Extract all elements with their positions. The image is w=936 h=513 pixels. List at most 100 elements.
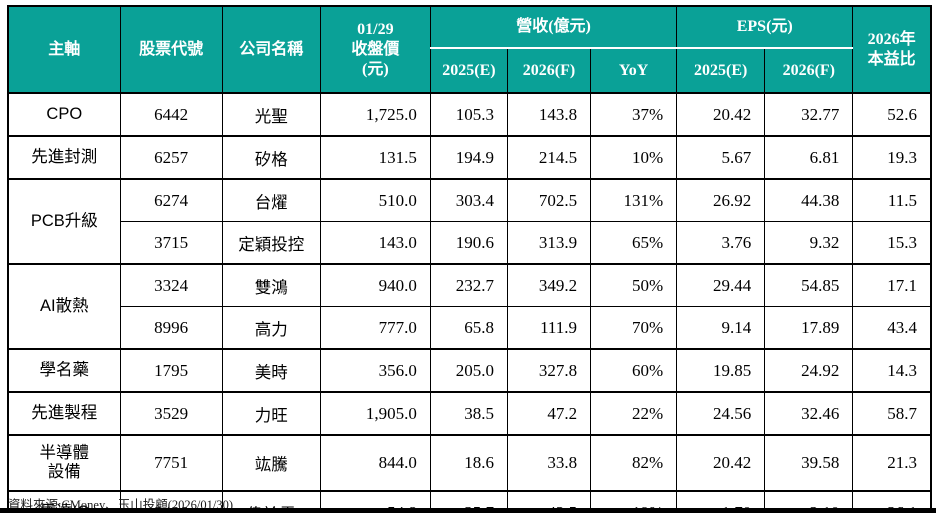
rev2025-cell: 105.3 xyxy=(429,92,508,137)
company-cell: 力旺 xyxy=(221,391,321,436)
table-row: 3715 定穎投控 143.0 190.6 313.9 65% 3.76 9.3… xyxy=(8,221,932,265)
footer-bar xyxy=(0,508,936,513)
price-cell: 356.0 xyxy=(319,348,431,393)
header-eps-group: EPS(元) xyxy=(676,5,854,49)
eps2026-cell: 32.77 xyxy=(764,92,854,137)
code-cell: 1795 xyxy=(119,348,223,393)
eps2025-cell: 20.42 xyxy=(676,434,766,492)
eps2025-cell: 26.92 xyxy=(676,178,766,222)
code-cell: 7751 xyxy=(119,434,223,492)
code-cell: 3324 xyxy=(119,263,223,307)
header-yoy: YoY xyxy=(590,48,678,94)
yoy-cell: 37% xyxy=(590,92,678,137)
pe-cell: 15.3 xyxy=(852,221,932,265)
company-cell: 矽格 xyxy=(221,135,321,180)
yoy-cell: 131% xyxy=(590,178,678,222)
yoy-cell: 50% xyxy=(590,263,678,307)
eps2025-cell: 3.76 xyxy=(676,221,766,265)
header-closing-price: 01/29 收盤價 (元) xyxy=(319,5,431,94)
table-header: 主軸 股票代號 公司名稱 01/29 收盤價 (元) 營收(億元) EPS(元)… xyxy=(7,5,932,94)
eps2025-cell: 24.56 xyxy=(676,391,766,436)
code-cell: 6274 xyxy=(119,178,223,222)
eps2025-cell: 5.67 xyxy=(676,135,766,180)
eps2026-cell: 2.10 xyxy=(764,490,854,513)
price-cell: 1,725.0 xyxy=(319,92,431,137)
price-cell: 1,905.0 xyxy=(319,391,431,436)
rev2025-cell: 190.6 xyxy=(429,221,508,265)
eps2025-cell: 9.14 xyxy=(676,306,766,350)
eps2025-cell: 20.42 xyxy=(676,92,766,137)
eps2026-cell: 39.58 xyxy=(764,434,854,492)
company-cell: 台燿 xyxy=(221,178,321,222)
eps2026-cell: 17.89 xyxy=(764,306,854,350)
code-cell: 6257 xyxy=(119,135,223,180)
price-cell: 54.8 xyxy=(319,490,431,513)
rev2025-cell: 35.7 xyxy=(429,490,508,513)
header-revenue-2026f: 2026(F) xyxy=(506,48,592,94)
company-cell: 竑騰 xyxy=(221,434,321,492)
eps2026-cell: 9.32 xyxy=(764,221,854,265)
header-theme: 主軸 xyxy=(7,5,121,94)
eps2025-cell: 29.44 xyxy=(676,263,766,307)
company-cell: 美時 xyxy=(221,348,321,393)
eps2026-cell: 6.81 xyxy=(764,135,854,180)
company-cell: 雙鴻 xyxy=(221,263,321,307)
eps2025-cell: 19.85 xyxy=(676,348,766,393)
header-company-name: 公司名稱 xyxy=(221,5,321,94)
eps2026-cell: 24.92 xyxy=(764,348,854,393)
yoy-cell: 82% xyxy=(590,434,678,492)
pe-cell: 26.1 xyxy=(852,490,932,513)
price-cell: 940.0 xyxy=(319,263,431,307)
theme-cell: AI散熱 xyxy=(7,263,121,350)
rev2025-cell: 65.8 xyxy=(429,306,508,350)
eps2026-cell: 44.38 xyxy=(764,178,854,222)
pe-cell: 17.1 xyxy=(852,263,932,307)
rev2025-cell: 205.0 xyxy=(429,348,508,393)
price-cell: 131.5 xyxy=(319,135,431,180)
header-pe-ratio: 2026年 本益比 xyxy=(852,5,932,94)
rev2025-cell: 303.4 xyxy=(429,178,508,222)
code-cell: 2436 xyxy=(119,490,223,513)
table-row: 學名藥 1795 美時 356.0 205.0 327.8 60% 19.85 … xyxy=(7,348,932,393)
theme-cell: 學名藥 xyxy=(7,348,121,393)
table-row: 先進封測 6257 矽格 131.5 194.9 214.5 10% 5.67 … xyxy=(7,135,932,180)
company-cell: 光聖 xyxy=(221,92,321,137)
stock-recommendation-table: 主軸 股票代號 公司名稱 01/29 收盤價 (元) 營收(億元) EPS(元)… xyxy=(7,5,932,513)
rev2026-cell: 111.9 xyxy=(506,306,592,350)
header-eps-2025e: 2025(E) xyxy=(676,48,766,94)
price-cell: 510.0 xyxy=(319,178,431,222)
yoy-cell: 60% xyxy=(590,348,678,393)
theme-cell: 先進製程 xyxy=(7,391,121,436)
pe-cell: 11.5 xyxy=(852,178,932,222)
rev2026-cell: 313.9 xyxy=(506,221,592,265)
header-stock-code: 股票代號 xyxy=(119,5,223,94)
pe-cell: 19.3 xyxy=(852,135,932,180)
yoy-cell: 65% xyxy=(590,221,678,265)
rev2025-cell: 38.5 xyxy=(429,391,508,436)
rev2025-cell: 194.9 xyxy=(429,135,508,180)
pe-cell: 21.3 xyxy=(852,434,932,492)
yoy-cell: 10% xyxy=(590,135,678,180)
code-cell: 3529 xyxy=(119,391,223,436)
table-row: CPO 6442 光聖 1,725.0 105.3 143.8 37% 20.4… xyxy=(7,92,932,137)
pe-cell: 14.3 xyxy=(852,348,932,393)
code-cell: 3715 xyxy=(119,221,223,265)
rev2026-cell: 33.8 xyxy=(506,434,592,492)
price-cell: 844.0 xyxy=(319,434,431,492)
theme-cell: PCB升級 xyxy=(7,178,121,265)
price-cell: 143.0 xyxy=(319,221,431,265)
eps2026-cell: 54.85 xyxy=(764,263,854,307)
yoy-cell: 70% xyxy=(590,306,678,350)
rev2026-cell: 214.5 xyxy=(506,135,592,180)
rev2025-cell: 232.7 xyxy=(429,263,508,307)
rev2026-cell: 702.5 xyxy=(506,178,592,222)
rev2026-cell: 42.5 xyxy=(506,490,592,513)
pe-cell: 52.6 xyxy=(852,92,932,137)
eps2025-cell: 1.70 xyxy=(676,490,766,513)
table-row: PCB升級 6274 台燿 510.0 303.4 702.5 131% 26.… xyxy=(7,178,932,265)
company-cell: 定穎投控 xyxy=(221,221,321,265)
rev2026-cell: 47.2 xyxy=(506,391,592,436)
rev2026-cell: 327.8 xyxy=(506,348,592,393)
header-revenue-group: 營收(億元) xyxy=(429,5,678,49)
